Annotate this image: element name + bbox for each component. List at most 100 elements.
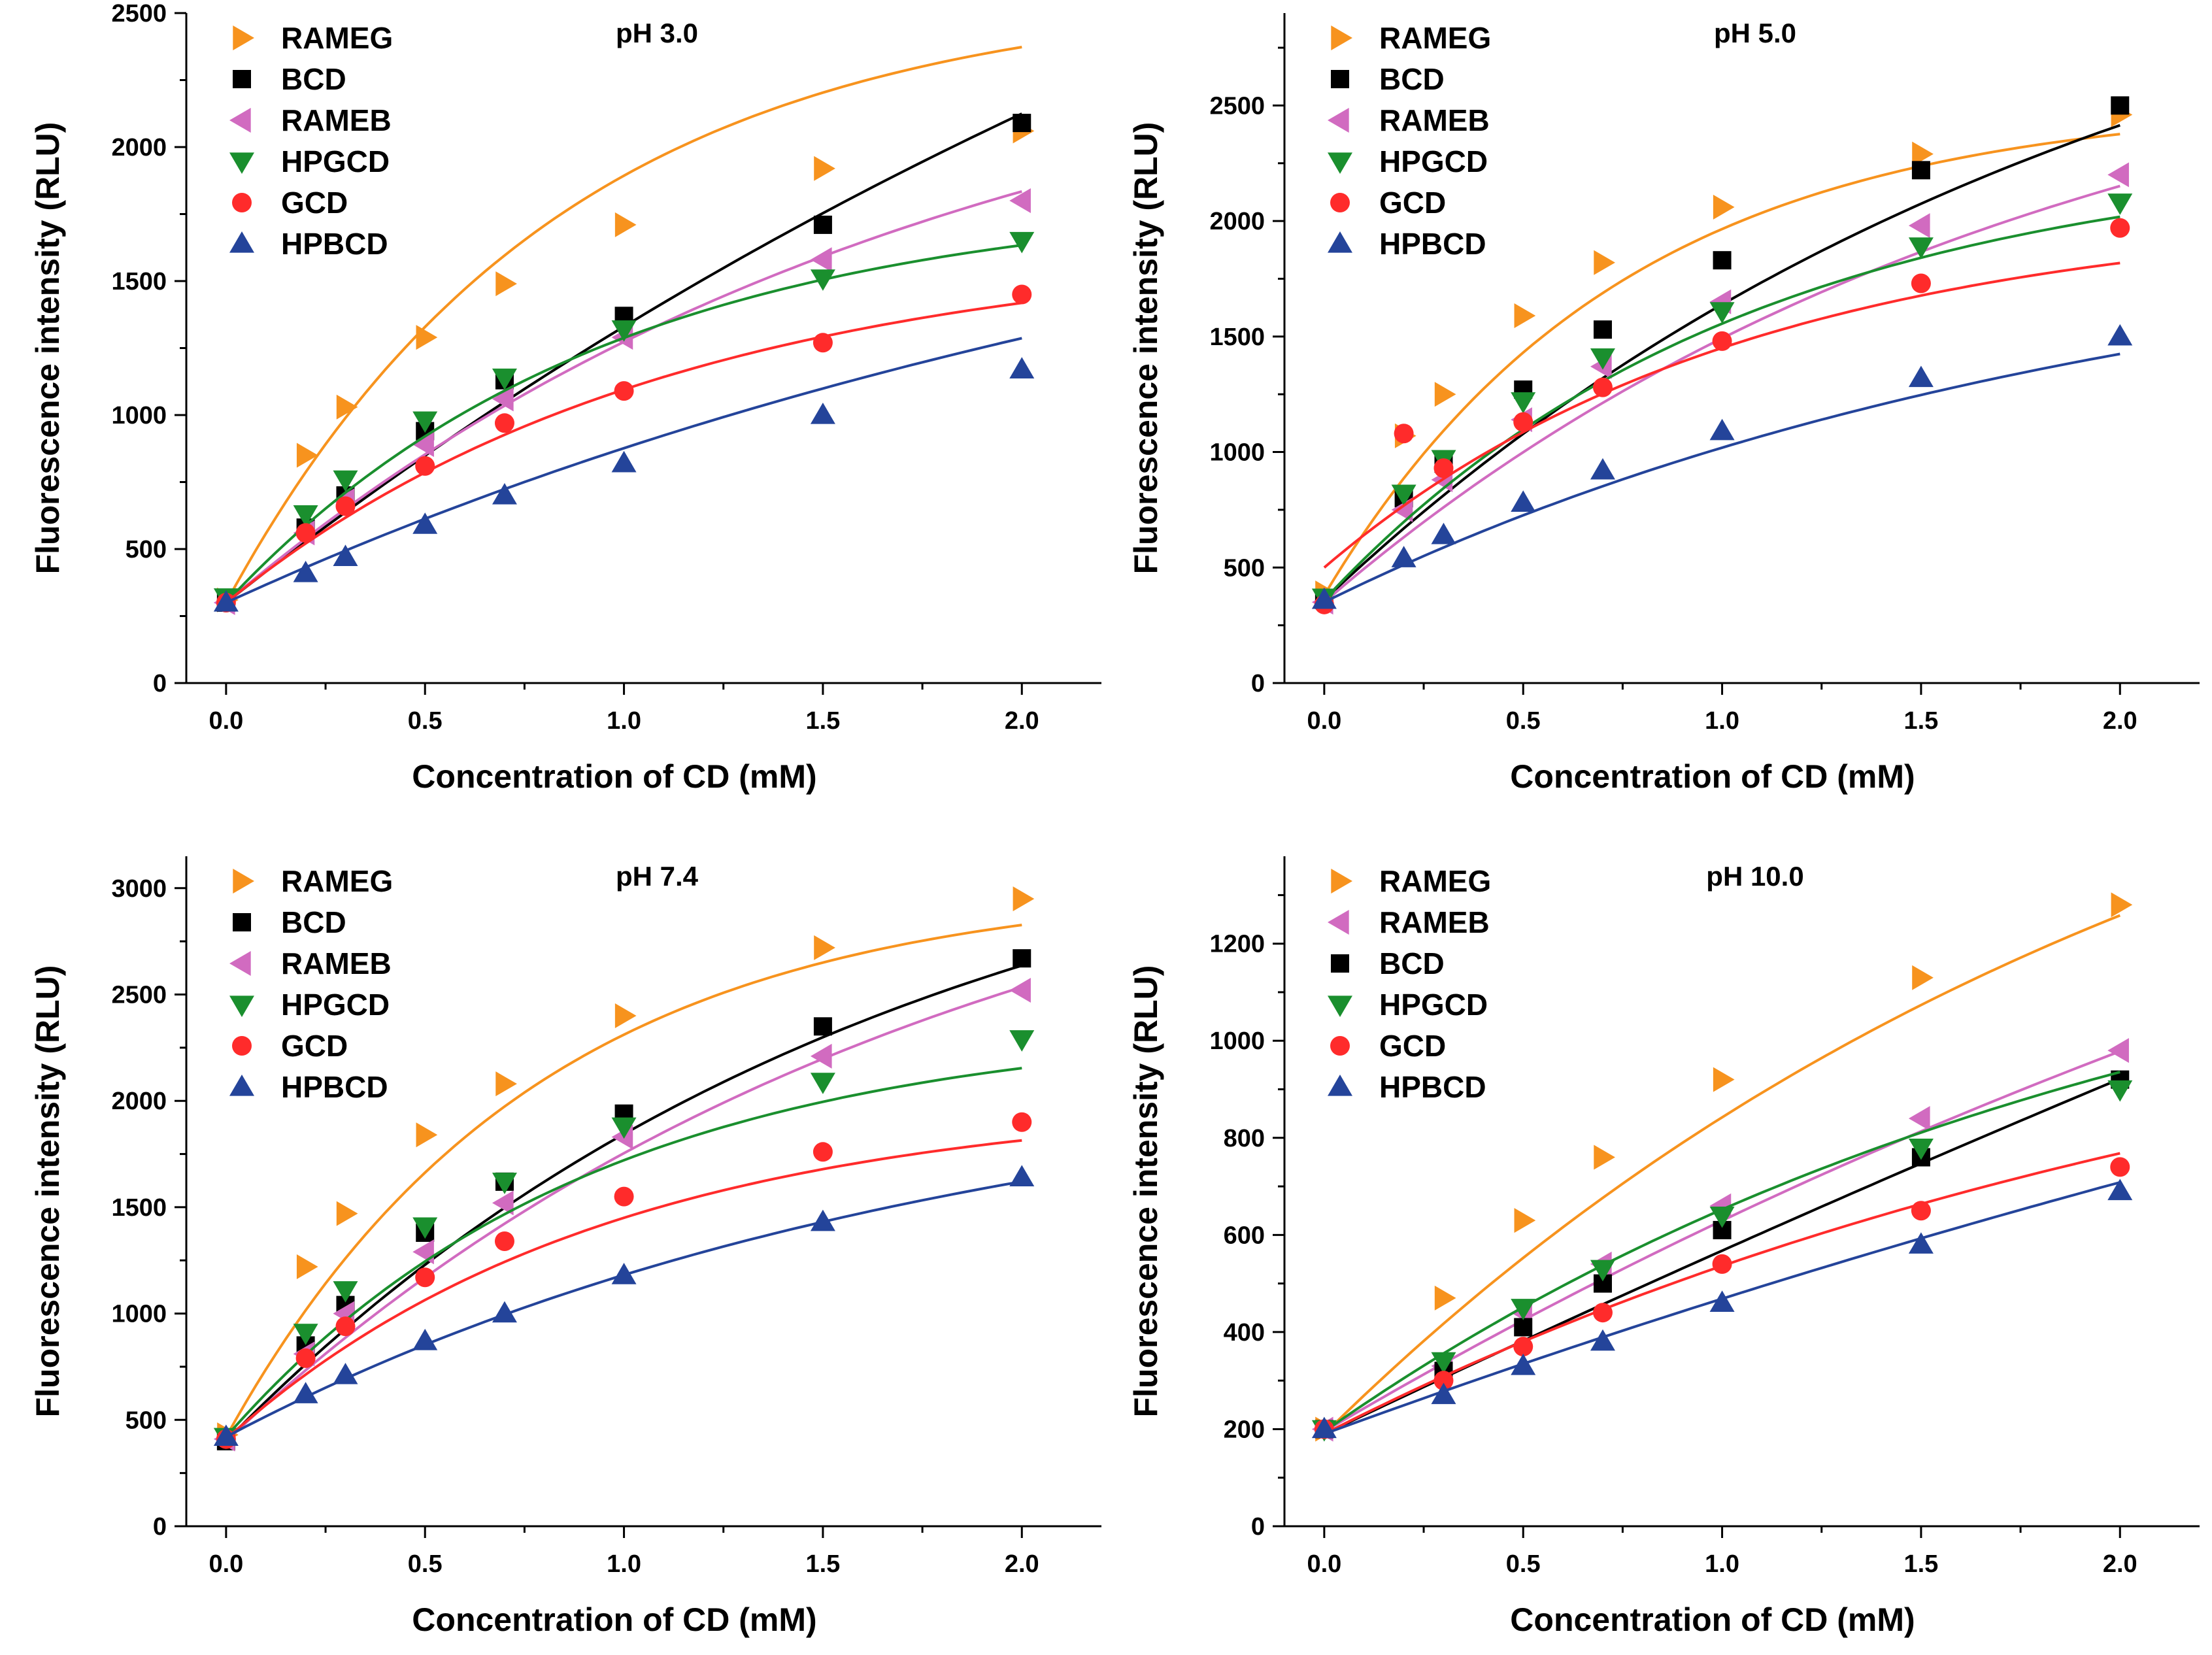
- data-point-rameb: [2107, 1038, 2129, 1063]
- data-point-hpgcd: [810, 269, 835, 291]
- data-point-gcd: [813, 333, 833, 353]
- legend-label-gcd: GCD: [1379, 186, 1446, 220]
- data-point-hpgcd: [810, 1073, 835, 1094]
- legend-label-bcd: BCD: [1379, 62, 1445, 96]
- data-point-rameb: [1908, 1106, 1930, 1131]
- data-point-bcd: [813, 1017, 832, 1036]
- data-point-hpbcd: [1009, 357, 1035, 378]
- x-tick-label: 0.5: [408, 707, 443, 735]
- data-point-hpbcd: [1709, 1290, 1735, 1312]
- data-point-rameb: [492, 386, 514, 412]
- data-point-rameg: [1594, 250, 1615, 275]
- data-point-hpgcd: [1908, 237, 1934, 259]
- data-point-hpgcd: [1511, 1299, 1536, 1320]
- data-point-hpgcd: [293, 505, 318, 527]
- y-axis-title: Fluorescence intensity (RLU): [29, 965, 66, 1418]
- legend-marker-rameg: [233, 869, 254, 894]
- data-point-rameb: [1009, 978, 1031, 1003]
- legend-label-hpgcd: HPGCD: [1379, 988, 1488, 1022]
- fit-curve-hpbcd: [1324, 352, 2120, 604]
- data-point-rameg: [1434, 382, 1456, 407]
- legend-label-bcd: BCD: [1379, 946, 1445, 980]
- series-rameg: [217, 886, 1035, 1448]
- data-point-hpbcd: [2107, 1179, 2133, 1201]
- data-point-gcd: [813, 1142, 833, 1162]
- data-point-hpgcd: [412, 411, 438, 433]
- legend-marker-gcd: [1330, 193, 1350, 212]
- legend-marker-rameb: [229, 951, 251, 976]
- data-point-gcd: [1513, 412, 1533, 432]
- x-tick-label: 1.5: [1903, 707, 1938, 735]
- data-point-rameg: [336, 1201, 358, 1226]
- data-point-rameb: [1908, 213, 1930, 239]
- data-point-hpgcd: [1511, 392, 1536, 414]
- y-tick-label: 2500: [1209, 92, 1265, 120]
- series-rameg: [1315, 892, 2133, 1442]
- x-axis-title: Concentration of CD (mM): [412, 1601, 816, 1638]
- y-tick-label: 1000: [111, 1301, 167, 1328]
- legend-marker-rameg: [233, 25, 254, 50]
- legend-marker-bcd: [1331, 70, 1349, 88]
- data-point-hpgcd: [1431, 1352, 1456, 1374]
- data-point-rameg: [296, 1254, 318, 1280]
- data-point-gcd: [614, 1186, 634, 1207]
- series-hpgcd: [213, 231, 1035, 610]
- data-point-rameg: [495, 1071, 517, 1097]
- legend-marker-bcd: [233, 913, 251, 931]
- legend-marker-hpgcd: [229, 995, 254, 1017]
- data-point-hpbcd: [412, 1328, 438, 1350]
- data-point-hpbcd: [611, 450, 637, 473]
- data-point-rameg: [1713, 194, 1735, 220]
- y-tick-label: 600: [1224, 1222, 1265, 1249]
- data-point-rameg: [614, 1003, 637, 1029]
- y-tick-label: 800: [1224, 1125, 1265, 1152]
- legend-label-bcd: BCD: [281, 905, 346, 939]
- fit-curve-rameb: [225, 986, 1022, 1443]
- data-point-hpbcd: [1908, 1232, 1934, 1254]
- y-tick-label: 0: [153, 1513, 167, 1541]
- series-hpbcd: [1311, 1179, 2133, 1439]
- data-point-rameg: [336, 394, 358, 420]
- x-axis-title: Concentration of CD (mM): [1510, 1601, 1915, 1638]
- data-point-bcd: [1911, 161, 1930, 180]
- data-point-gcd: [1394, 424, 1414, 444]
- data-point-hpgcd: [333, 1281, 358, 1303]
- data-point-gcd: [415, 456, 435, 476]
- x-tick-label: 0.5: [408, 1550, 443, 1578]
- series-gcd: [1314, 1152, 2130, 1439]
- data-point-bcd: [2111, 96, 2130, 115]
- y-tick-label: 1500: [1209, 324, 1265, 351]
- data-point-rameg: [416, 1122, 438, 1148]
- x-tick-label: 2.0: [1005, 707, 1039, 735]
- data-point-hpgcd: [1009, 1030, 1035, 1052]
- y-tick-label: 0: [153, 670, 167, 697]
- legend-marker-rameg: [1331, 869, 1352, 894]
- data-point-hpgcd: [2107, 1080, 2133, 1102]
- data-point-hpbcd: [1009, 1165, 1035, 1187]
- data-point-rameg: [296, 443, 318, 468]
- y-tick-label: 0: [1251, 1513, 1265, 1541]
- data-point-hpbcd: [611, 1263, 637, 1284]
- data-point-hpbcd: [1431, 522, 1456, 544]
- legend-marker-bcd: [233, 70, 251, 88]
- x-tick-label: 1.5: [1903, 1550, 1938, 1578]
- legend-label-hpbcd: HPBCD: [281, 227, 388, 261]
- data-point-rameg: [1912, 965, 1934, 990]
- series-hpbcd: [213, 1165, 1035, 1446]
- data-point-rameg: [1514, 303, 1536, 329]
- data-point-hpbcd: [1311, 1416, 1337, 1439]
- data-point-hpbcd: [1511, 490, 1536, 512]
- y-axis-title: Fluorescence intensity (RLU): [1128, 122, 1164, 575]
- data-point-rameg: [1713, 1067, 1735, 1092]
- x-axis-title: Concentration of CD (mM): [412, 758, 816, 795]
- data-point-gcd: [1433, 1371, 1454, 1391]
- data-point-hpbcd: [333, 1362, 358, 1384]
- data-point-gcd: [335, 496, 356, 516]
- y-tick-label: 0: [1251, 670, 1265, 697]
- y-tick-label: 2000: [111, 134, 167, 161]
- data-point-hpbcd: [213, 590, 239, 612]
- data-point-hpbcd: [1590, 1329, 1615, 1351]
- legend-label-gcd: GCD: [281, 186, 348, 220]
- data-point-hpbcd: [1431, 1382, 1456, 1405]
